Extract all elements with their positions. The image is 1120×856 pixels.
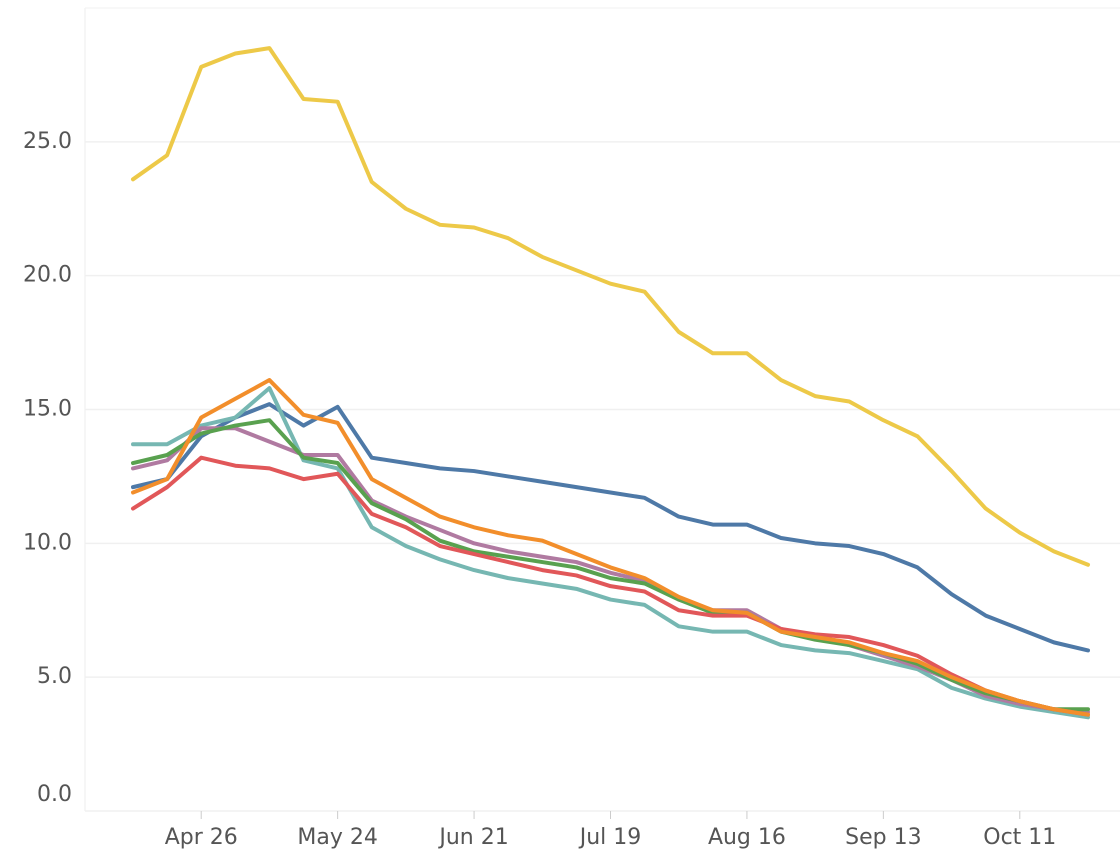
series-line [131,386,1090,720]
y-tick-label: 25.0 [23,129,72,154]
x-tick-label: Sep 13 [845,825,921,850]
x-tick-label: Aug 16 [708,825,786,850]
y-tick-label: 10.0 [23,530,72,555]
series-line [131,418,1090,712]
x-tick-label: Apr 26 [165,825,238,850]
series-line [131,455,1090,717]
x-tick-label: Jul 19 [578,825,642,850]
y-tick-label: 0.0 [37,782,72,807]
x-tick-label: May 24 [297,825,377,850]
series-line [131,46,1090,567]
y-tick-label: 5.0 [37,664,72,689]
x-tick-label: Oct 11 [983,825,1056,850]
series-line [131,402,1090,653]
y-tick-label: 15.0 [23,397,72,422]
x-tick-label: Jun 21 [437,825,508,850]
series-line [131,378,1090,717]
y-tick-label: 20.0 [23,263,72,288]
